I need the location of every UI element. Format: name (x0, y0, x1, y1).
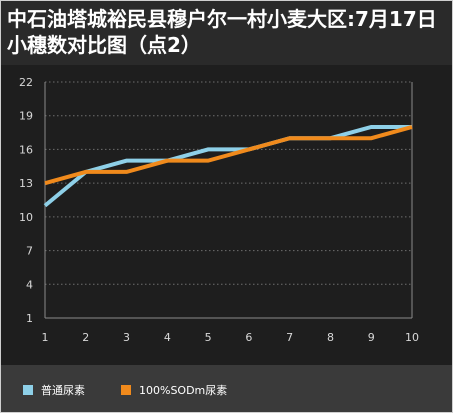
x-tick-label-5: 5 (205, 331, 212, 344)
series-line-1 (43, 124, 412, 208)
y-tick-label-1: 1 (26, 312, 33, 325)
legend-swatch-series-1 (23, 385, 33, 395)
x-tick-label-8: 8 (327, 331, 334, 344)
y-tick-label-10: 10 (19, 211, 33, 224)
x-tick-label-10: 10 (405, 331, 419, 344)
legend-item-series-2: 100%SODm尿素 (121, 382, 227, 398)
y-tick-label-13: 13 (19, 177, 33, 190)
y-tick-label-4: 4 (26, 278, 33, 291)
series-line-2 (44, 125, 413, 186)
y-tick-label-16: 16 (19, 143, 33, 156)
y-tick-label-7: 7 (26, 245, 33, 258)
plot-panel (1, 65, 452, 365)
legend-label-series-1: 普通尿素 (41, 384, 85, 397)
legend-label-series-2: 100%SODm尿素 (139, 384, 228, 397)
x-tick-label-2: 2 (82, 331, 89, 344)
legend-swatch-series-2 (121, 385, 131, 395)
y-tick-label-22: 22 (19, 76, 33, 89)
legend-item-series-1: 普通尿素 (23, 382, 85, 398)
x-tick-label-7: 7 (286, 331, 293, 344)
y-tick-label-19: 19 (19, 110, 33, 123)
legend: 普通尿素 100%SODm尿素 (1, 365, 452, 412)
x-tick-label-6: 6 (245, 331, 252, 344)
x-tick-label-3: 3 (123, 331, 130, 344)
x-tick-label-9: 9 (368, 331, 375, 344)
x-tick-label-1: 1 (42, 331, 49, 344)
x-tick-label-4: 4 (164, 331, 171, 344)
line-chart: 1 4 7 10 13 16 19 22 1 2 3 4 5 6 7 8 9 10 (19, 76, 419, 344)
chart-title: 中石油塔城裕民县穆户尔一村小麦大区:7月17日小穗数对比图（点2） (7, 7, 437, 57)
